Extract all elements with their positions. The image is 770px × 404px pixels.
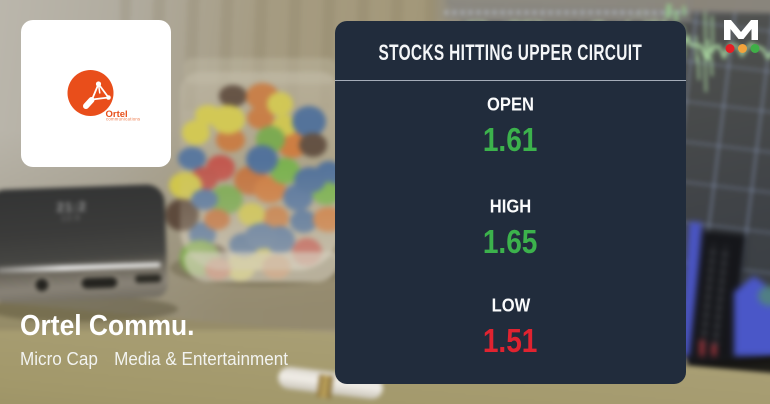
svg-text:Ortel: Ortel <box>106 109 128 120</box>
svg-text:communications: communications <box>106 117 140 122</box>
